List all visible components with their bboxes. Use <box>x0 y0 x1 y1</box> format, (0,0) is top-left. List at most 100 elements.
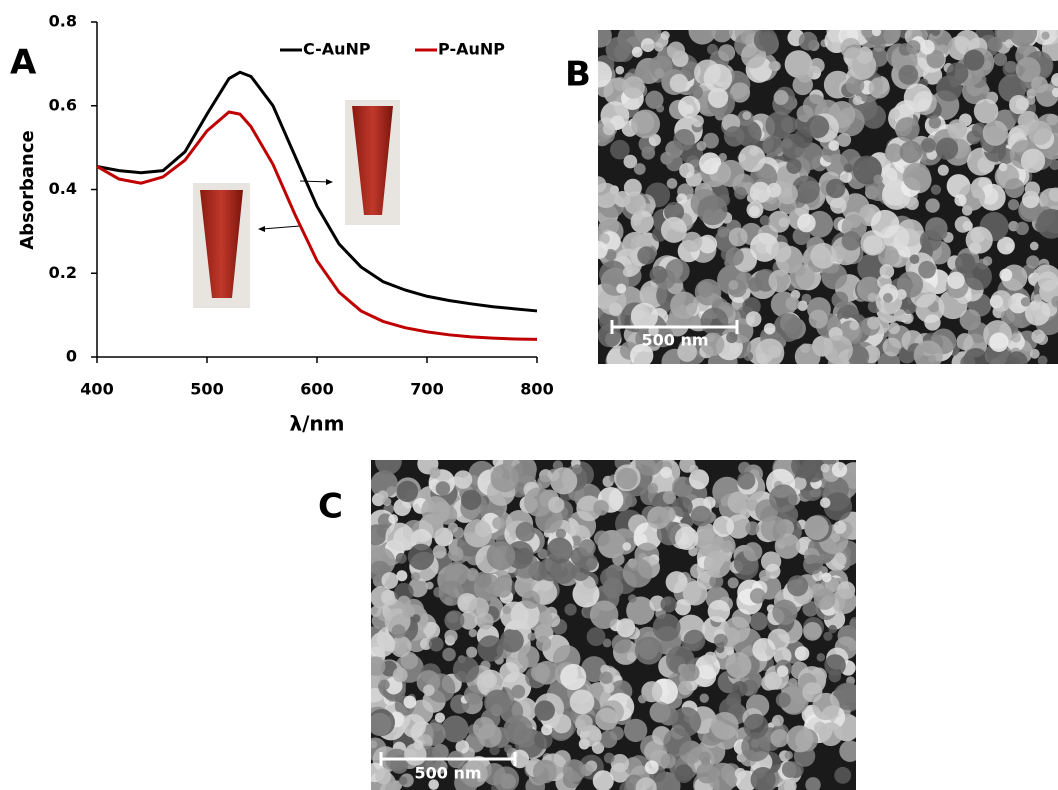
particle <box>742 297 761 316</box>
particle <box>765 111 794 140</box>
panel-label: C <box>318 487 343 527</box>
y-tick-label: 0.2 <box>49 263 77 282</box>
particle <box>781 761 799 778</box>
particle <box>785 296 800 311</box>
particle <box>434 712 446 723</box>
particle <box>689 469 710 490</box>
particle <box>1024 181 1041 197</box>
particle <box>663 781 675 790</box>
particle <box>442 647 456 662</box>
particle <box>770 729 789 748</box>
particle <box>904 314 913 323</box>
particle <box>416 670 441 694</box>
particle <box>726 331 738 344</box>
particle <box>868 77 890 99</box>
arrow <box>261 225 301 230</box>
particle <box>395 552 407 564</box>
particle <box>797 300 808 311</box>
particle <box>728 280 739 290</box>
particle <box>665 258 690 284</box>
particle <box>762 135 784 157</box>
particle <box>793 128 813 149</box>
particle <box>831 291 849 309</box>
particle <box>569 689 595 715</box>
particle <box>483 763 506 786</box>
particle <box>828 140 840 151</box>
particle <box>903 83 933 113</box>
particle <box>435 481 451 496</box>
particle <box>404 743 427 766</box>
particle <box>742 111 752 121</box>
particle <box>699 693 709 703</box>
particle <box>402 714 427 738</box>
particle <box>935 137 959 161</box>
particle <box>707 599 731 623</box>
particle <box>486 541 516 571</box>
particle <box>773 90 789 106</box>
particle <box>390 635 412 658</box>
particle <box>1008 30 1038 47</box>
particle <box>637 246 656 265</box>
particle <box>738 461 751 475</box>
particle <box>713 633 728 648</box>
particle <box>589 600 619 629</box>
particle <box>699 152 722 175</box>
particle <box>878 245 900 267</box>
particle <box>718 44 736 62</box>
particle <box>626 596 655 625</box>
particle <box>1026 255 1040 269</box>
particle <box>737 471 756 490</box>
particle <box>676 193 688 205</box>
particle <box>982 120 1009 146</box>
particle <box>622 266 633 277</box>
particle <box>616 283 627 294</box>
particle <box>999 268 1013 282</box>
particle <box>749 181 771 203</box>
particle <box>806 115 830 139</box>
particle <box>834 683 856 711</box>
particle <box>610 753 630 773</box>
particle <box>965 226 993 254</box>
particle <box>598 241 608 259</box>
particle <box>371 631 396 657</box>
particle <box>749 612 768 631</box>
particle <box>499 662 520 683</box>
particle <box>796 105 814 123</box>
panel-label: B <box>565 55 591 95</box>
particle <box>839 740 856 762</box>
particle <box>701 332 725 357</box>
x-tick-label: 800 <box>520 380 553 399</box>
particle <box>1007 199 1020 211</box>
particle <box>729 82 751 103</box>
particle <box>586 627 606 647</box>
particle <box>468 628 478 638</box>
particle <box>453 470 473 489</box>
particle <box>504 744 513 754</box>
particle <box>837 132 852 147</box>
scale-bar-label: 500 nm <box>414 764 481 783</box>
particle <box>537 548 548 560</box>
particle <box>598 30 612 48</box>
particle <box>1038 271 1058 292</box>
particle <box>748 277 763 292</box>
particle <box>758 569 771 582</box>
particle <box>452 656 480 683</box>
particle <box>1009 94 1029 115</box>
particle <box>385 522 414 551</box>
particle <box>490 463 519 493</box>
particle <box>634 636 663 665</box>
particle <box>731 681 748 697</box>
particle <box>398 776 408 785</box>
particle <box>989 295 1004 309</box>
particle <box>535 635 552 652</box>
arrow-head <box>326 179 333 185</box>
y-tick-label: 0.4 <box>49 179 77 198</box>
particle <box>760 675 777 691</box>
particle <box>666 178 678 189</box>
particle <box>666 41 686 60</box>
particle <box>763 322 776 335</box>
particle <box>928 116 942 129</box>
particle <box>412 614 421 623</box>
particle <box>538 611 553 625</box>
particle <box>786 725 814 753</box>
